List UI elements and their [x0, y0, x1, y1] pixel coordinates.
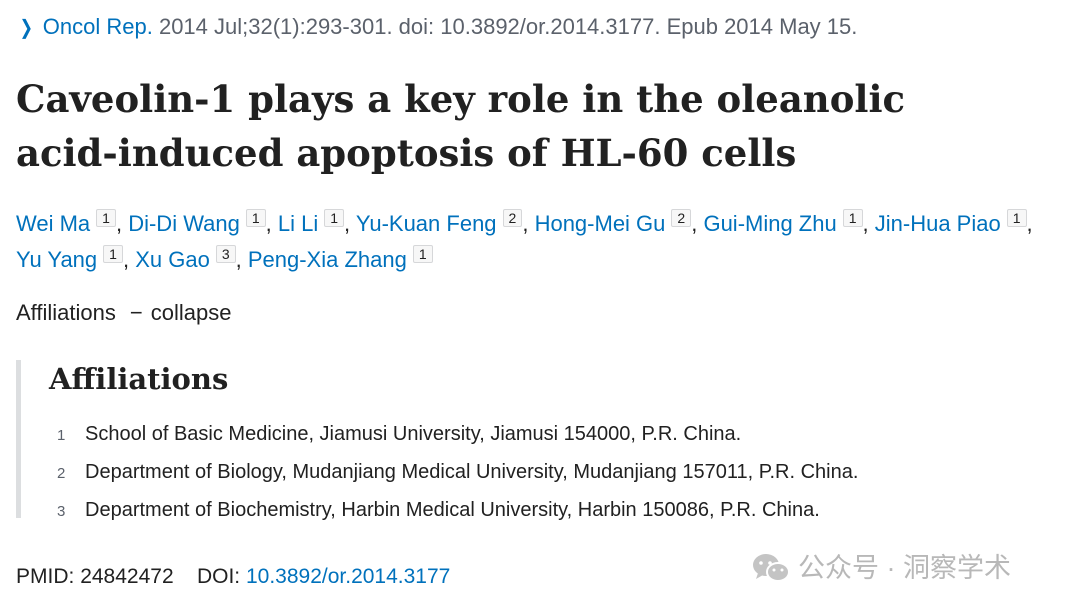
- minus-icon: −: [129, 300, 143, 325]
- author-link[interactable]: Di-Di Wang 1: [128, 209, 266, 236]
- affiliation-text: School of Basic Medicine, Jiamusi Univer…: [85, 423, 742, 445]
- affiliation-ref[interactable]: 2: [671, 209, 692, 227]
- author-link[interactable]: Jin-Hua Piao 1: [875, 209, 1027, 236]
- affiliation-ref[interactable]: 1: [245, 209, 266, 227]
- doi-label: DOI:: [196, 565, 241, 588]
- affiliation-text: Department of Biology, Mudanjiang Medica…: [85, 461, 859, 483]
- author-link[interactable]: Yu Yang 1: [16, 245, 123, 272]
- journal-link[interactable]: Oncol Rep.: [42, 14, 153, 39]
- watermark-text: 公众号 · 洞察学术: [798, 553, 1011, 583]
- author-link[interactable]: Peng-Xia Zhang 1: [248, 245, 433, 272]
- affiliation-ref[interactable]: 3: [215, 245, 236, 263]
- affiliation-text: Department of Biochemistry, Harbin Medic…: [85, 499, 820, 521]
- affiliations-list: 1 School of Basic Medicine, Jiamusi Unive…: [57, 416, 858, 530]
- author-link[interactable]: Li Li 1: [278, 209, 345, 236]
- identifiers: PMID: 24842472 DOI: 10.3892/or.2014.3177: [16, 562, 450, 592]
- affiliation-ref[interactable]: 1: [842, 209, 863, 227]
- author-link[interactable]: Xu Gao 3: [135, 245, 236, 272]
- affiliation-ref[interactable]: 1: [412, 245, 433, 263]
- affiliation-item: 1 School of Basic Medicine, Jiamusi Unive…: [57, 416, 858, 454]
- doi-link[interactable]: 10.3892/or.2014.3177: [245, 565, 451, 588]
- pmid-value: 24842472: [80, 565, 174, 588]
- citation-line: ❯ Oncol Rep. 2014 Jul;32(1):293-301. doi:…: [18, 12, 858, 43]
- affiliation-number: 3: [57, 503, 66, 520]
- author-link[interactable]: Hong-Mei Gu 2: [535, 209, 692, 236]
- author-link[interactable]: Gui-Ming Zhu 1: [703, 209, 863, 236]
- article-title: Caveolin-1 plays a key role in the olean…: [16, 77, 906, 175]
- chevron-right-icon[interactable]: ❯: [19, 17, 34, 39]
- author-link[interactable]: Yu-Kuan Feng 2: [356, 209, 523, 236]
- author-link[interactable]: Wei Ma 1: [16, 209, 116, 236]
- affiliations-toggle-label: Affiliations: [16, 300, 116, 325]
- affiliation-ref[interactable]: 1: [103, 245, 123, 263]
- affiliation-ref[interactable]: 2: [502, 209, 523, 227]
- affiliation-ref[interactable]: 1: [1006, 209, 1027, 227]
- affiliations-panel: Affiliations 1 School of Basic Medicine, …: [16, 360, 1021, 521]
- authors-list: Wei Ma 1, Di-Di Wang 1, Li Li 1, Yu-Kuan Fe…: [16, 209, 1033, 272]
- pmid-label: PMID:: [16, 565, 75, 588]
- affiliation-item: 3 Department of Biochemistry, Harbin Medi…: [57, 492, 858, 530]
- affiliation-number: 2: [57, 465, 66, 482]
- affiliations-toggle[interactable]: Affiliations − collapse: [16, 298, 231, 328]
- collapse-link[interactable]: collapse: [150, 300, 232, 325]
- affiliation-item: 2 Department of Biology, Mudanjiang Medic…: [57, 454, 858, 492]
- affiliation-ref[interactable]: 1: [324, 209, 345, 227]
- affiliation-number: 1: [57, 427, 66, 444]
- wechat-icon: [753, 554, 790, 582]
- watermark: 公众号 · 洞察学术: [752, 550, 1011, 586]
- affiliations-heading: Affiliations: [49, 362, 229, 396]
- affiliation-ref[interactable]: 1: [96, 209, 116, 227]
- citation-details: 2014 Jul;32(1):293-301. doi: 10.3892/or.…: [158, 14, 858, 39]
